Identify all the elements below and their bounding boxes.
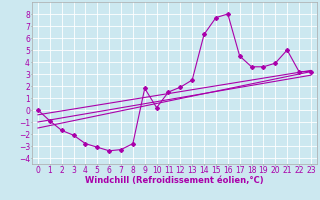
X-axis label: Windchill (Refroidissement éolien,°C): Windchill (Refroidissement éolien,°C) (85, 176, 264, 185)
